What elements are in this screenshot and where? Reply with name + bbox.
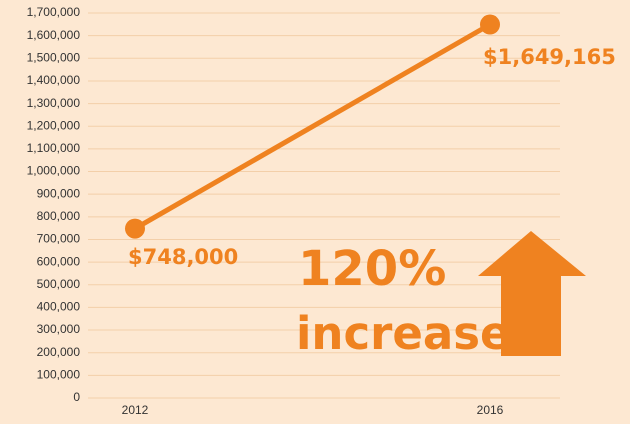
y-tick-label: 1,700,000	[27, 5, 81, 19]
y-tick-label: 700,000	[37, 232, 81, 246]
y-tick-label: 1,600,000	[27, 28, 81, 42]
line	[133, 22, 492, 231]
y-tick-label: 400,000	[37, 300, 81, 314]
y-tick-label: 500,000	[37, 277, 81, 291]
y-tick-label: 1,200,000	[27, 118, 81, 132]
y-tick-label: 600,000	[37, 254, 81, 268]
y-tick-label: 1,000,000	[27, 164, 81, 178]
annotation-increase: increase	[296, 307, 511, 360]
y-tick-label: 300,000	[37, 322, 81, 336]
y-tick-label: 900,000	[37, 186, 81, 200]
value-label: $1,649,165	[483, 45, 616, 69]
marker	[125, 218, 145, 239]
y-tick-label: 1,500,000	[27, 50, 81, 64]
x-tick-label: 2016	[477, 403, 504, 417]
y-tick-label: 1,400,000	[27, 73, 81, 87]
annotation-percent: 120%	[298, 241, 446, 297]
y-tick-label: 200,000	[37, 345, 81, 359]
value-label: $748,000	[128, 245, 238, 269]
y-tick-label: 1,300,000	[27, 96, 81, 110]
grid	[88, 12, 560, 399]
marker	[480, 14, 500, 35]
x-tick-label: 2012	[122, 403, 149, 417]
y-tick-label: 800,000	[37, 209, 81, 223]
y-tick-label: 0	[73, 390, 80, 404]
y-tick-label: 1,100,000	[27, 141, 81, 155]
up-arrow	[478, 231, 586, 356]
y-tick-label: 100,000	[37, 368, 81, 382]
